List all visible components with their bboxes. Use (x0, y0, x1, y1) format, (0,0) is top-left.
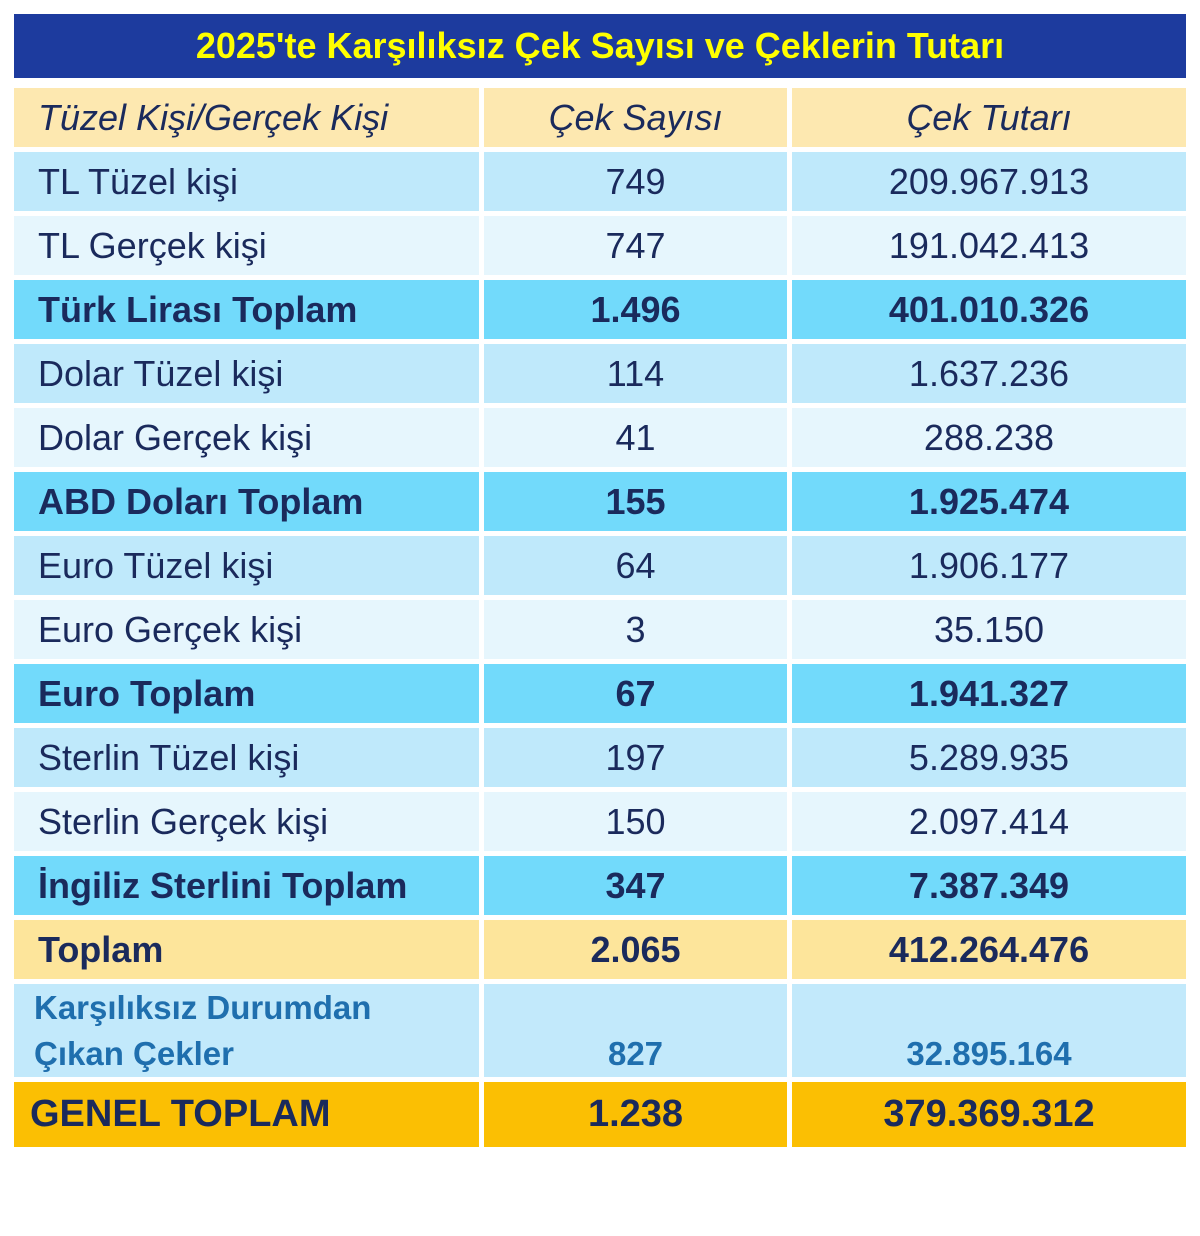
row-count: 3 (484, 600, 787, 659)
table-row: Euro Gerçek kişi 3 35.150 (14, 600, 1186, 659)
row-label: TL Gerçek kişi (14, 216, 479, 275)
row-label: TL Tüzel kişi (14, 152, 479, 211)
subtotal-row: Euro Toplam 67 1.941.327 (14, 664, 1186, 723)
subtotal-row: İngiliz Sterlini Toplam 347 7.387.349 (14, 856, 1186, 915)
row-amount: 191.042.413 (792, 216, 1186, 275)
table-row: TL Gerçek kişi 747 191.042.413 (14, 216, 1186, 275)
cleared-count: 827 (484, 984, 787, 1077)
total-count: 2.065 (484, 920, 787, 979)
total-label: Toplam (14, 920, 479, 979)
row-label: Dolar Tüzel kişi (14, 344, 479, 403)
subtotal-row: Türk Lirası Toplam 1.496 401.010.326 (14, 280, 1186, 339)
table-row: Euro Tüzel kişi 64 1.906.177 (14, 536, 1186, 595)
row-count: 747 (484, 216, 787, 275)
row-count: 41 (484, 408, 787, 467)
row-label: Türk Lirası Toplam (14, 280, 479, 339)
row-amount: 209.967.913 (792, 152, 1186, 211)
cleared-cheques-row: Karşılıksız Durumdan Çıkan Çekler 827 32… (14, 984, 1186, 1077)
table-row: Dolar Tüzel kişi 114 1.637.236 (14, 344, 1186, 403)
grand-total-label: GENEL TOPLAM (14, 1082, 479, 1147)
row-amount: 7.387.349 (792, 856, 1186, 915)
row-amount: 1.941.327 (792, 664, 1186, 723)
row-label: Dolar Gerçek kişi (14, 408, 479, 467)
row-amount: 1.925.474 (792, 472, 1186, 531)
row-count: 155 (484, 472, 787, 531)
row-label: Sterlin Tüzel kişi (14, 728, 479, 787)
cleared-label: Karşılıksız Durumdan Çıkan Çekler (14, 984, 479, 1077)
cleared-label-line1: Karşılıksız Durumdan (34, 988, 372, 1026)
table-row: Dolar Gerçek kişi 41 288.238 (14, 408, 1186, 467)
row-amount: 5.289.935 (792, 728, 1186, 787)
row-label: Euro Tüzel kişi (14, 536, 479, 595)
row-count: 749 (484, 152, 787, 211)
total-amount: 412.264.476 (792, 920, 1186, 979)
row-count: 197 (484, 728, 787, 787)
row-amount: 2.097.414 (792, 792, 1186, 851)
row-label: Euro Gerçek kişi (14, 600, 479, 659)
row-count: 1.496 (484, 280, 787, 339)
table-row: TL Tüzel kişi 749 209.967.913 (14, 152, 1186, 211)
table-row: Sterlin Tüzel kişi 197 5.289.935 (14, 728, 1186, 787)
row-label: Sterlin Gerçek kişi (14, 792, 479, 851)
row-label: ABD Doları Toplam (14, 472, 479, 531)
row-count: 150 (484, 792, 787, 851)
grand-total-amount: 379.369.312 (792, 1082, 1186, 1147)
grand-total-count: 1.238 (484, 1082, 787, 1147)
cheque-table: Tüzel Kişi/Gerçek Kişi Çek Sayısı Çek Tu… (9, 83, 1191, 1152)
cleared-amount: 32.895.164 (792, 984, 1186, 1077)
row-count: 67 (484, 664, 787, 723)
row-count: 114 (484, 344, 787, 403)
cleared-label-line2: Çıkan Çekler (34, 1034, 234, 1072)
row-amount: 288.238 (792, 408, 1186, 467)
table-row: Sterlin Gerçek kişi 150 2.097.414 (14, 792, 1186, 851)
header-count: Çek Sayısı (484, 88, 787, 147)
table-title: 2025'te Karşılıksız Çek Sayısı ve Çekler… (14, 14, 1186, 78)
row-amount: 1.906.177 (792, 536, 1186, 595)
total-row: Toplam 2.065 412.264.476 (14, 920, 1186, 979)
row-count: 64 (484, 536, 787, 595)
row-count: 347 (484, 856, 787, 915)
grand-total-row: GENEL TOPLAM 1.238 379.369.312 (14, 1082, 1186, 1147)
row-amount: 1.637.236 (792, 344, 1186, 403)
header-amount: Çek Tutarı (792, 88, 1186, 147)
row-label: İngiliz Sterlini Toplam (14, 856, 479, 915)
subtotal-row: ABD Doları Toplam 155 1.925.474 (14, 472, 1186, 531)
row-amount: 401.010.326 (792, 280, 1186, 339)
header-person-type: Tüzel Kişi/Gerçek Kişi (14, 88, 479, 147)
header-row: Tüzel Kişi/Gerçek Kişi Çek Sayısı Çek Tu… (14, 88, 1186, 147)
row-amount: 35.150 (792, 600, 1186, 659)
row-label: Euro Toplam (14, 664, 479, 723)
